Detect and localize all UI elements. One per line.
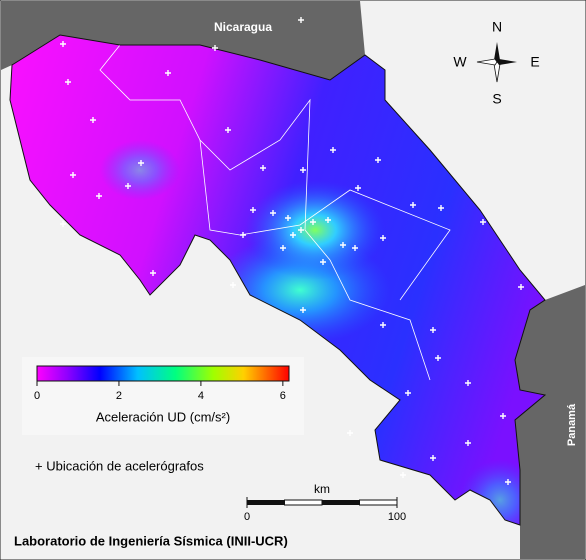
stations [60,17,524,485]
compass-e: E [530,54,539,70]
nicaragua-land [1,1,365,80]
compass-s: S [492,91,501,107]
colorbar-tick-label: 0 [34,390,40,402]
country-label: Nicaragua [214,20,272,34]
panama-land [515,285,585,559]
scale-tick-label: 100 [388,511,406,523]
colorbar-title: Aceleración UD (cm/s²) [96,409,230,424]
legend-entry: + Ubicación de acelerógrafos [35,458,204,473]
scale-bar [247,499,398,506]
compass: N W E S [453,19,539,107]
compass-n: N [492,19,502,35]
colorbar-tick-label: 4 [198,390,204,402]
country-label: Panamá [566,403,578,446]
credit: Laboratorio de Ingeniería Sísmica (INII-… [14,533,288,548]
colorbar-tick-label: 2 [116,390,122,402]
scale-unit: km [314,482,330,496]
colorbar [36,365,290,382]
compass-w: W [453,54,467,70]
colorbar-tick-label: 6 [280,390,286,402]
scale-tick-label: 0 [244,511,250,523]
